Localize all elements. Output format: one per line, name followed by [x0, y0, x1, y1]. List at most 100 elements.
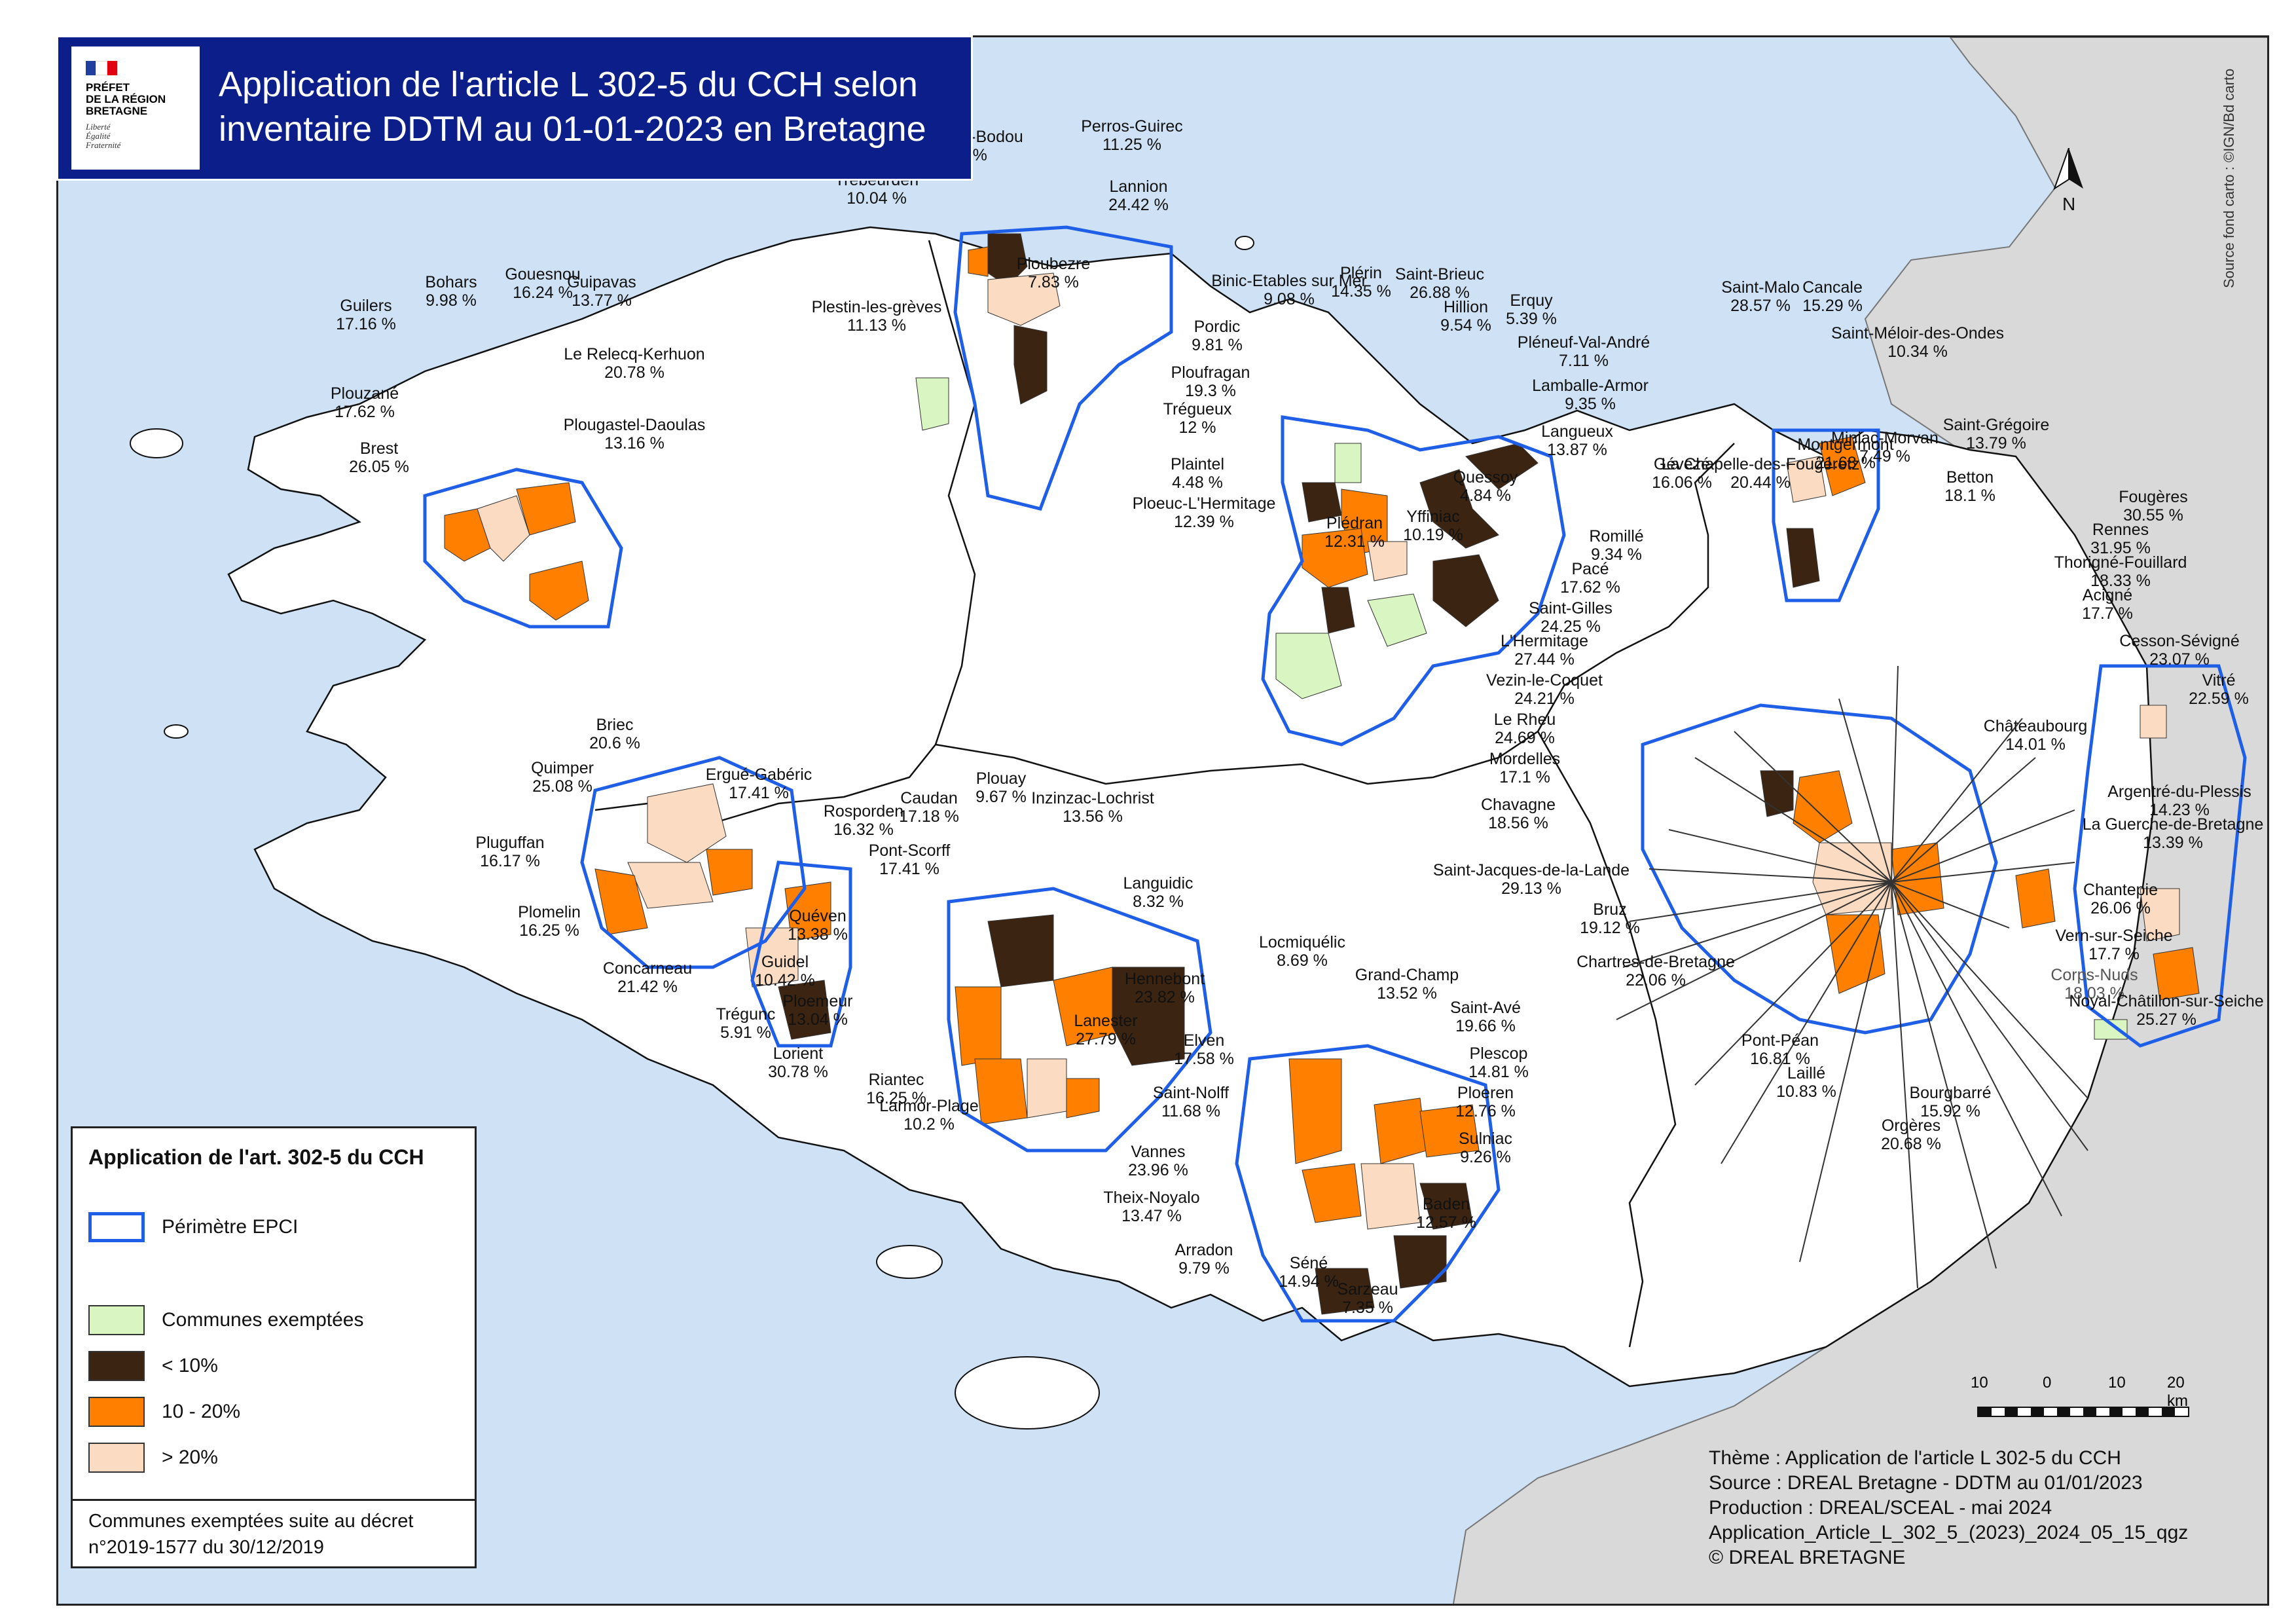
- commune-rate: 30.78 %: [768, 1063, 828, 1081]
- commune-name: Mordelles: [1489, 750, 1560, 768]
- commune-name: Langueux: [1541, 422, 1613, 441]
- commune-name: Lanester: [1074, 1012, 1137, 1030]
- commune-rate: 16.06 %: [1652, 473, 1712, 492]
- commune-rate: 23.07 %: [2149, 650, 2210, 669]
- commune-name: Bohars: [425, 273, 477, 291]
- commune-rate: 12.39 %: [1174, 513, 1234, 531]
- commune-rate: 20.78 %: [604, 363, 665, 382]
- commune-label: Ergué-Gabéric 17.41 %: [706, 766, 812, 802]
- commune-name: Saint-Avé: [1450, 999, 1521, 1017]
- commune-rate: 17.7 %: [2082, 604, 2133, 623]
- commune-label: Ploemeur 13.04 %: [783, 992, 853, 1029]
- commune-label: Corps-Nuds 18.03 %: [2050, 966, 2138, 1003]
- commune-label: Gouesnou 16.24 %: [505, 265, 580, 302]
- commune-name: Vern-sur-Seiche: [2055, 927, 2172, 945]
- commune-rate: 11.13 %: [847, 316, 906, 335]
- commune-name: Languidic: [1123, 874, 1193, 893]
- commune-name: Romillé: [1589, 527, 1643, 545]
- basemap-source: Source fond carto : ©IGN/Bd carto: [2221, 68, 2237, 288]
- commune-name: Saint-Gilles: [1529, 599, 1613, 618]
- commune-label: Cesson-Sévigné 23.07 %: [2119, 632, 2239, 669]
- commune-name: Guilers: [340, 297, 392, 315]
- commune-label: Pont-Scorff 17.41 %: [869, 841, 951, 878]
- commune-rate: 8.69 %: [1277, 951, 1328, 970]
- commune-rate: 29.13 %: [1501, 879, 1561, 898]
- commune-name: Plestin-les-grèves: [812, 298, 942, 316]
- commune-label: Pléneuf-Val-André 7.11 %: [1518, 333, 1650, 370]
- mid-swatch: [88, 1397, 145, 1427]
- commune-rate: 25.08 %: [532, 777, 592, 796]
- epci-swatch: [88, 1212, 145, 1242]
- commune-rate: 14.81 %: [1468, 1063, 1529, 1081]
- commune-label: Thorigné-Fouillard 18.33 %: [2054, 553, 2187, 590]
- commune-name: Argentré-du-Plessis: [2107, 783, 2251, 801]
- commune-name: Quéven: [789, 907, 847, 925]
- commune-name: Guipavas: [567, 273, 636, 291]
- commune-label: Chartres-de-Bretagne 22.06 %: [1576, 953, 1735, 989]
- commune-label: Plescop 14.81 %: [1468, 1044, 1529, 1081]
- scale-tick: 10: [1971, 1374, 1988, 1392]
- commune-label: Briec 20.6 %: [589, 716, 640, 752]
- commune-label: Châteaubourg 14.01 %: [1984, 717, 2087, 754]
- commune-rate: 24.42 %: [1108, 196, 1169, 214]
- commune-rate: 26.06 %: [2090, 899, 2151, 917]
- commune-label: Trégueux 12 %: [1163, 400, 1232, 437]
- commune-label: Noyal-Châtillon-sur-Seiche 25.27 %: [2069, 992, 2263, 1029]
- commune-label: Plaintel 4.48 %: [1171, 455, 1224, 492]
- commune-name: Brest: [360, 439, 398, 458]
- legend-label: 10 - 20%: [162, 1401, 241, 1422]
- exempt-swatch: [88, 1305, 145, 1335]
- logo-text: DE LA RÉGION: [86, 93, 166, 105]
- commune-rate: 31.95 %: [2090, 539, 2151, 557]
- commune-name: Lannion: [1110, 177, 1168, 196]
- commune-rate: 10.83 %: [1776, 1082, 1836, 1101]
- commune-rate: 15.29 %: [1802, 297, 1863, 315]
- commune-rate: 8.32 %: [1133, 893, 1184, 911]
- commune-rate: 7.35 %: [1342, 1299, 1393, 1317]
- motto-line: Égalité: [86, 131, 111, 141]
- commune-rate: 23.82 %: [1135, 988, 1195, 1006]
- commune-label: Theix-Noyalo 13.47 %: [1103, 1189, 1199, 1225]
- motto-line: Fraternité: [86, 140, 121, 150]
- commune-rate: 12.76 %: [1455, 1102, 1516, 1120]
- commune-name: Pordic: [1194, 318, 1241, 336]
- commune-rate: 9.08 %: [1264, 290, 1315, 308]
- credits: Thème : Application de l'article L 302-5…: [1709, 1446, 2188, 1570]
- commune-name: Sulniac: [1459, 1130, 1512, 1148]
- commune-rate: 7.11 %: [1559, 352, 1609, 370]
- commune-rate: 4.48 %: [1172, 473, 1223, 492]
- commune-name: Miniac-Morvan: [1831, 429, 1939, 447]
- north-arrow-icon: N: [2049, 147, 2088, 220]
- commune-rate: 19.66 %: [1455, 1017, 1516, 1035]
- commune-label: Bourgbarré 15.92 %: [1909, 1084, 1991, 1120]
- commune-label: Quéven 13.38 %: [788, 907, 848, 944]
- commune-name: Yffiniac: [1406, 507, 1460, 526]
- commune-rate: 28.57 %: [1730, 297, 1791, 315]
- map-title: Application de l'article L 302-5 du CCH …: [219, 62, 926, 151]
- commune-label: La Chapelle-des-Fougeretz 20.44 %: [1662, 455, 1860, 492]
- commune-rate: 23.96 %: [1128, 1161, 1188, 1179]
- commune-label: Pluguffan 16.17 %: [475, 834, 544, 870]
- commune-label: Saint-Gilles 24.25 %: [1529, 599, 1613, 636]
- commune-label: Séné 14.94 %: [1279, 1254, 1339, 1291]
- commune-label: Pacé 17.62 %: [1560, 560, 1620, 597]
- credit-line: Thème : Application de l'article L 302-5…: [1709, 1447, 2121, 1469]
- commune-label: Saint-Méloir-des-Ondes 10.34 %: [1831, 324, 2004, 361]
- commune-label: Argentré-du-Plessis 14.23 %: [2107, 783, 2251, 819]
- commune-name: Plougastel-Daoulas: [564, 416, 706, 434]
- commune-name: Caudan: [900, 789, 958, 807]
- commune-label: Erquy 5.39 %: [1506, 291, 1557, 328]
- commune-label: Saint-Avé 19.66 %: [1450, 999, 1521, 1035]
- commune-rate: 5.39 %: [1506, 310, 1557, 328]
- commune-label: Fougères 30.55 %: [2119, 488, 2188, 525]
- commune-label: Langueux 13.87 %: [1541, 422, 1613, 459]
- commune-label: Saint-Nolff 11.68 %: [1153, 1084, 1229, 1120]
- commune-label: Plérin 14.35 %: [1331, 264, 1391, 301]
- commune-label: Lanester 27.79 %: [1074, 1012, 1137, 1048]
- commune-name: Châteaubourg: [1984, 717, 2087, 735]
- commune-rate: 12 %: [1179, 418, 1216, 437]
- commune-name: Concarneau: [603, 959, 692, 978]
- bretagne-land: [227, 226, 2155, 1388]
- prefet-logo: PRÉFET DE LA RÉGION BRETAGNE Liberté Éga…: [71, 46, 200, 170]
- commune-label: Saint-Grégoire 13.79 %: [1943, 416, 2050, 452]
